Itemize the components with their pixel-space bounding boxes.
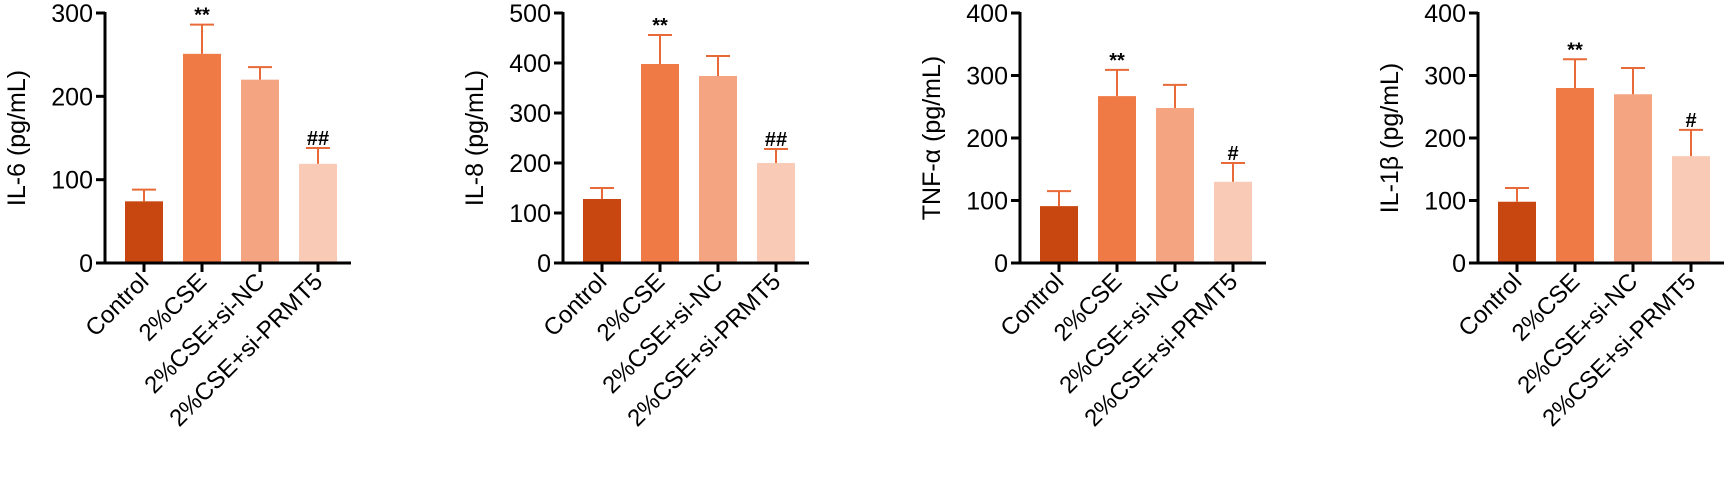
bar-1 [583,199,621,263]
y-axis-label: IL-8 (pg/mL) [461,70,489,206]
significance-label: ** [652,15,668,37]
error-bar-1 [1047,190,1071,207]
y-tick-label: 300 [966,63,1008,91]
error-bar-2 [648,34,672,64]
bar-2 [183,53,221,264]
error-bar-4 [1679,128,1703,157]
error-bar-2 [190,23,214,54]
y-tick-label: 300 [509,100,551,128]
significance-label: ** [1567,39,1583,61]
significance-label: ## [307,128,329,150]
bar-2 [641,64,679,263]
error-bar-2 [1563,58,1587,88]
y-tick-label: 300 [1424,63,1466,91]
y-tick-label: 200 [966,125,1008,153]
error-bar-3 [1163,83,1187,108]
y-tick-label: 400 [509,50,551,78]
bar-3 [699,76,737,263]
y-tick-label: 300 [51,0,93,28]
bar-4 [757,163,795,263]
error-bar-3 [1621,67,1645,95]
y-tick-label: 0 [994,250,1008,278]
y-axis-label: TNF-α (pg/mL) [918,56,946,220]
significance-label: ** [194,5,210,27]
y-tick-label: 500 [509,0,551,28]
bar-1 [1040,206,1078,263]
error-bar-4 [1221,162,1245,182]
y-tick-label: 100 [1424,188,1466,216]
y-tick-label: 0 [1452,250,1466,278]
error-bar-3 [248,66,272,80]
bar-4 [299,163,337,263]
significance-label: ** [1109,50,1125,72]
y-tick-label: 400 [1424,0,1466,28]
y-axis-label: IL-6 (pg/mL) [3,70,31,206]
y-tick-label: 0 [537,250,551,278]
y-tick-label: 100 [509,200,551,228]
y-tick-label: 0 [79,250,93,278]
error-bar-3 [706,55,730,76]
y-axis-label: IL-1β (pg/mL) [1376,63,1404,214]
error-bar-4 [306,147,330,164]
error-bar-2 [1105,68,1129,97]
y-tick-label: 400 [966,0,1008,28]
bar-3 [241,79,279,264]
y-tick-label: 100 [51,167,93,195]
bar-4 [1672,156,1710,263]
bar-1 [1498,201,1536,263]
significance-label: ## [765,129,787,151]
significance-label: # [1685,110,1696,132]
y-tick-label: 200 [509,150,551,178]
y-tick-label: 200 [51,83,93,111]
y-tick-label: 100 [966,188,1008,216]
bar-4 [1214,181,1252,263]
error-bar-1 [132,188,156,202]
bar-2 [1556,88,1594,263]
bar-3 [1614,94,1652,263]
y-tick-label: 200 [1424,125,1466,153]
error-bar-4 [764,148,788,163]
error-bar-1 [590,187,614,199]
error-bar-1 [1505,187,1529,202]
bar-1 [125,201,163,263]
bar-2 [1098,96,1136,263]
bar-3 [1156,108,1194,263]
significance-label: # [1227,143,1238,165]
